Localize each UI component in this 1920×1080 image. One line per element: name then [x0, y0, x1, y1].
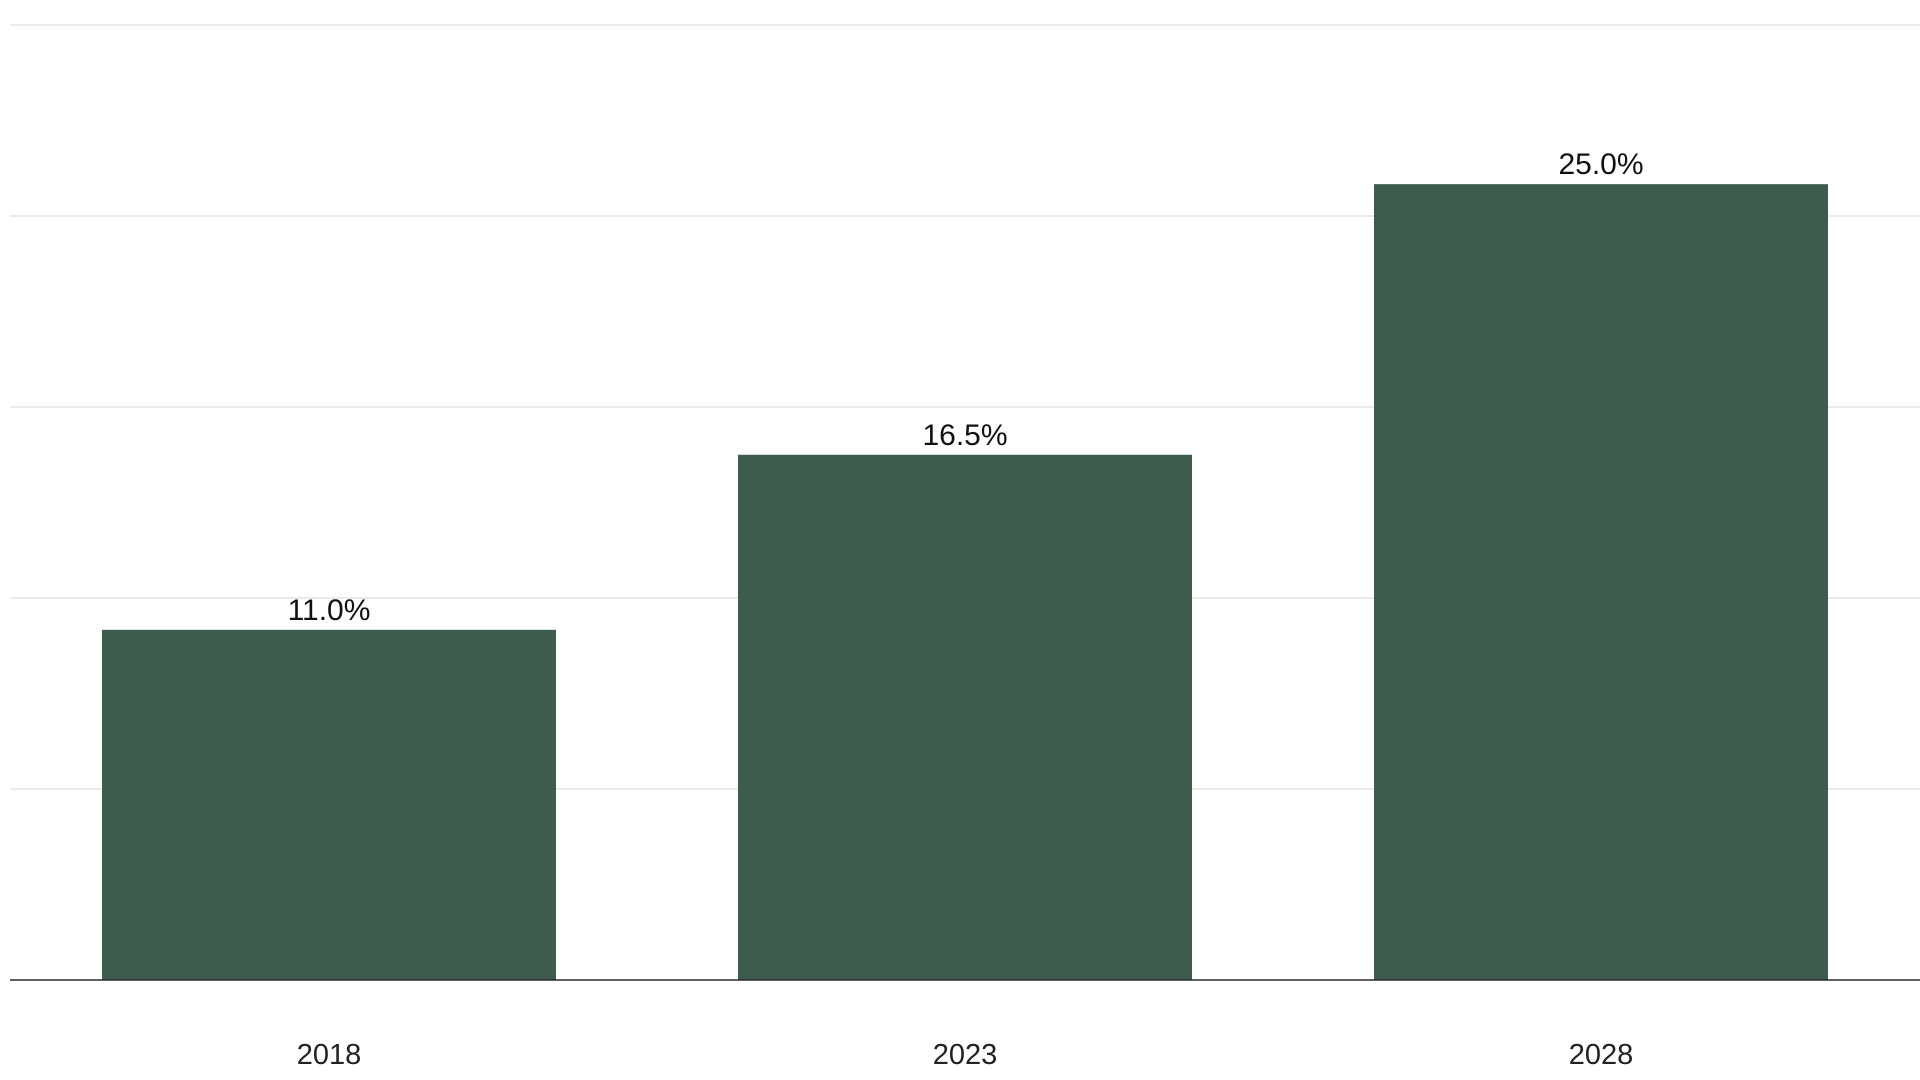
- bar-2018: [102, 629, 556, 980]
- value-label-2023: 16.5%: [922, 419, 1007, 452]
- value-label-2018: 11.0%: [288, 594, 371, 627]
- value-labels: 11.0% 16.5% 25.0%: [288, 148, 1644, 627]
- x-tick-label-2028: 2028: [1569, 1039, 1634, 1071]
- bars: [102, 184, 1828, 980]
- category-labels: 2018 2023 2028: [297, 1039, 1634, 1071]
- x-tick-label-2018: 2018: [297, 1039, 362, 1071]
- x-tick-label-2023: 2023: [933, 1039, 998, 1071]
- bar-2028: [1374, 184, 1828, 980]
- value-label-2028: 25.0%: [1558, 148, 1643, 181]
- bar-2023: [738, 454, 1192, 980]
